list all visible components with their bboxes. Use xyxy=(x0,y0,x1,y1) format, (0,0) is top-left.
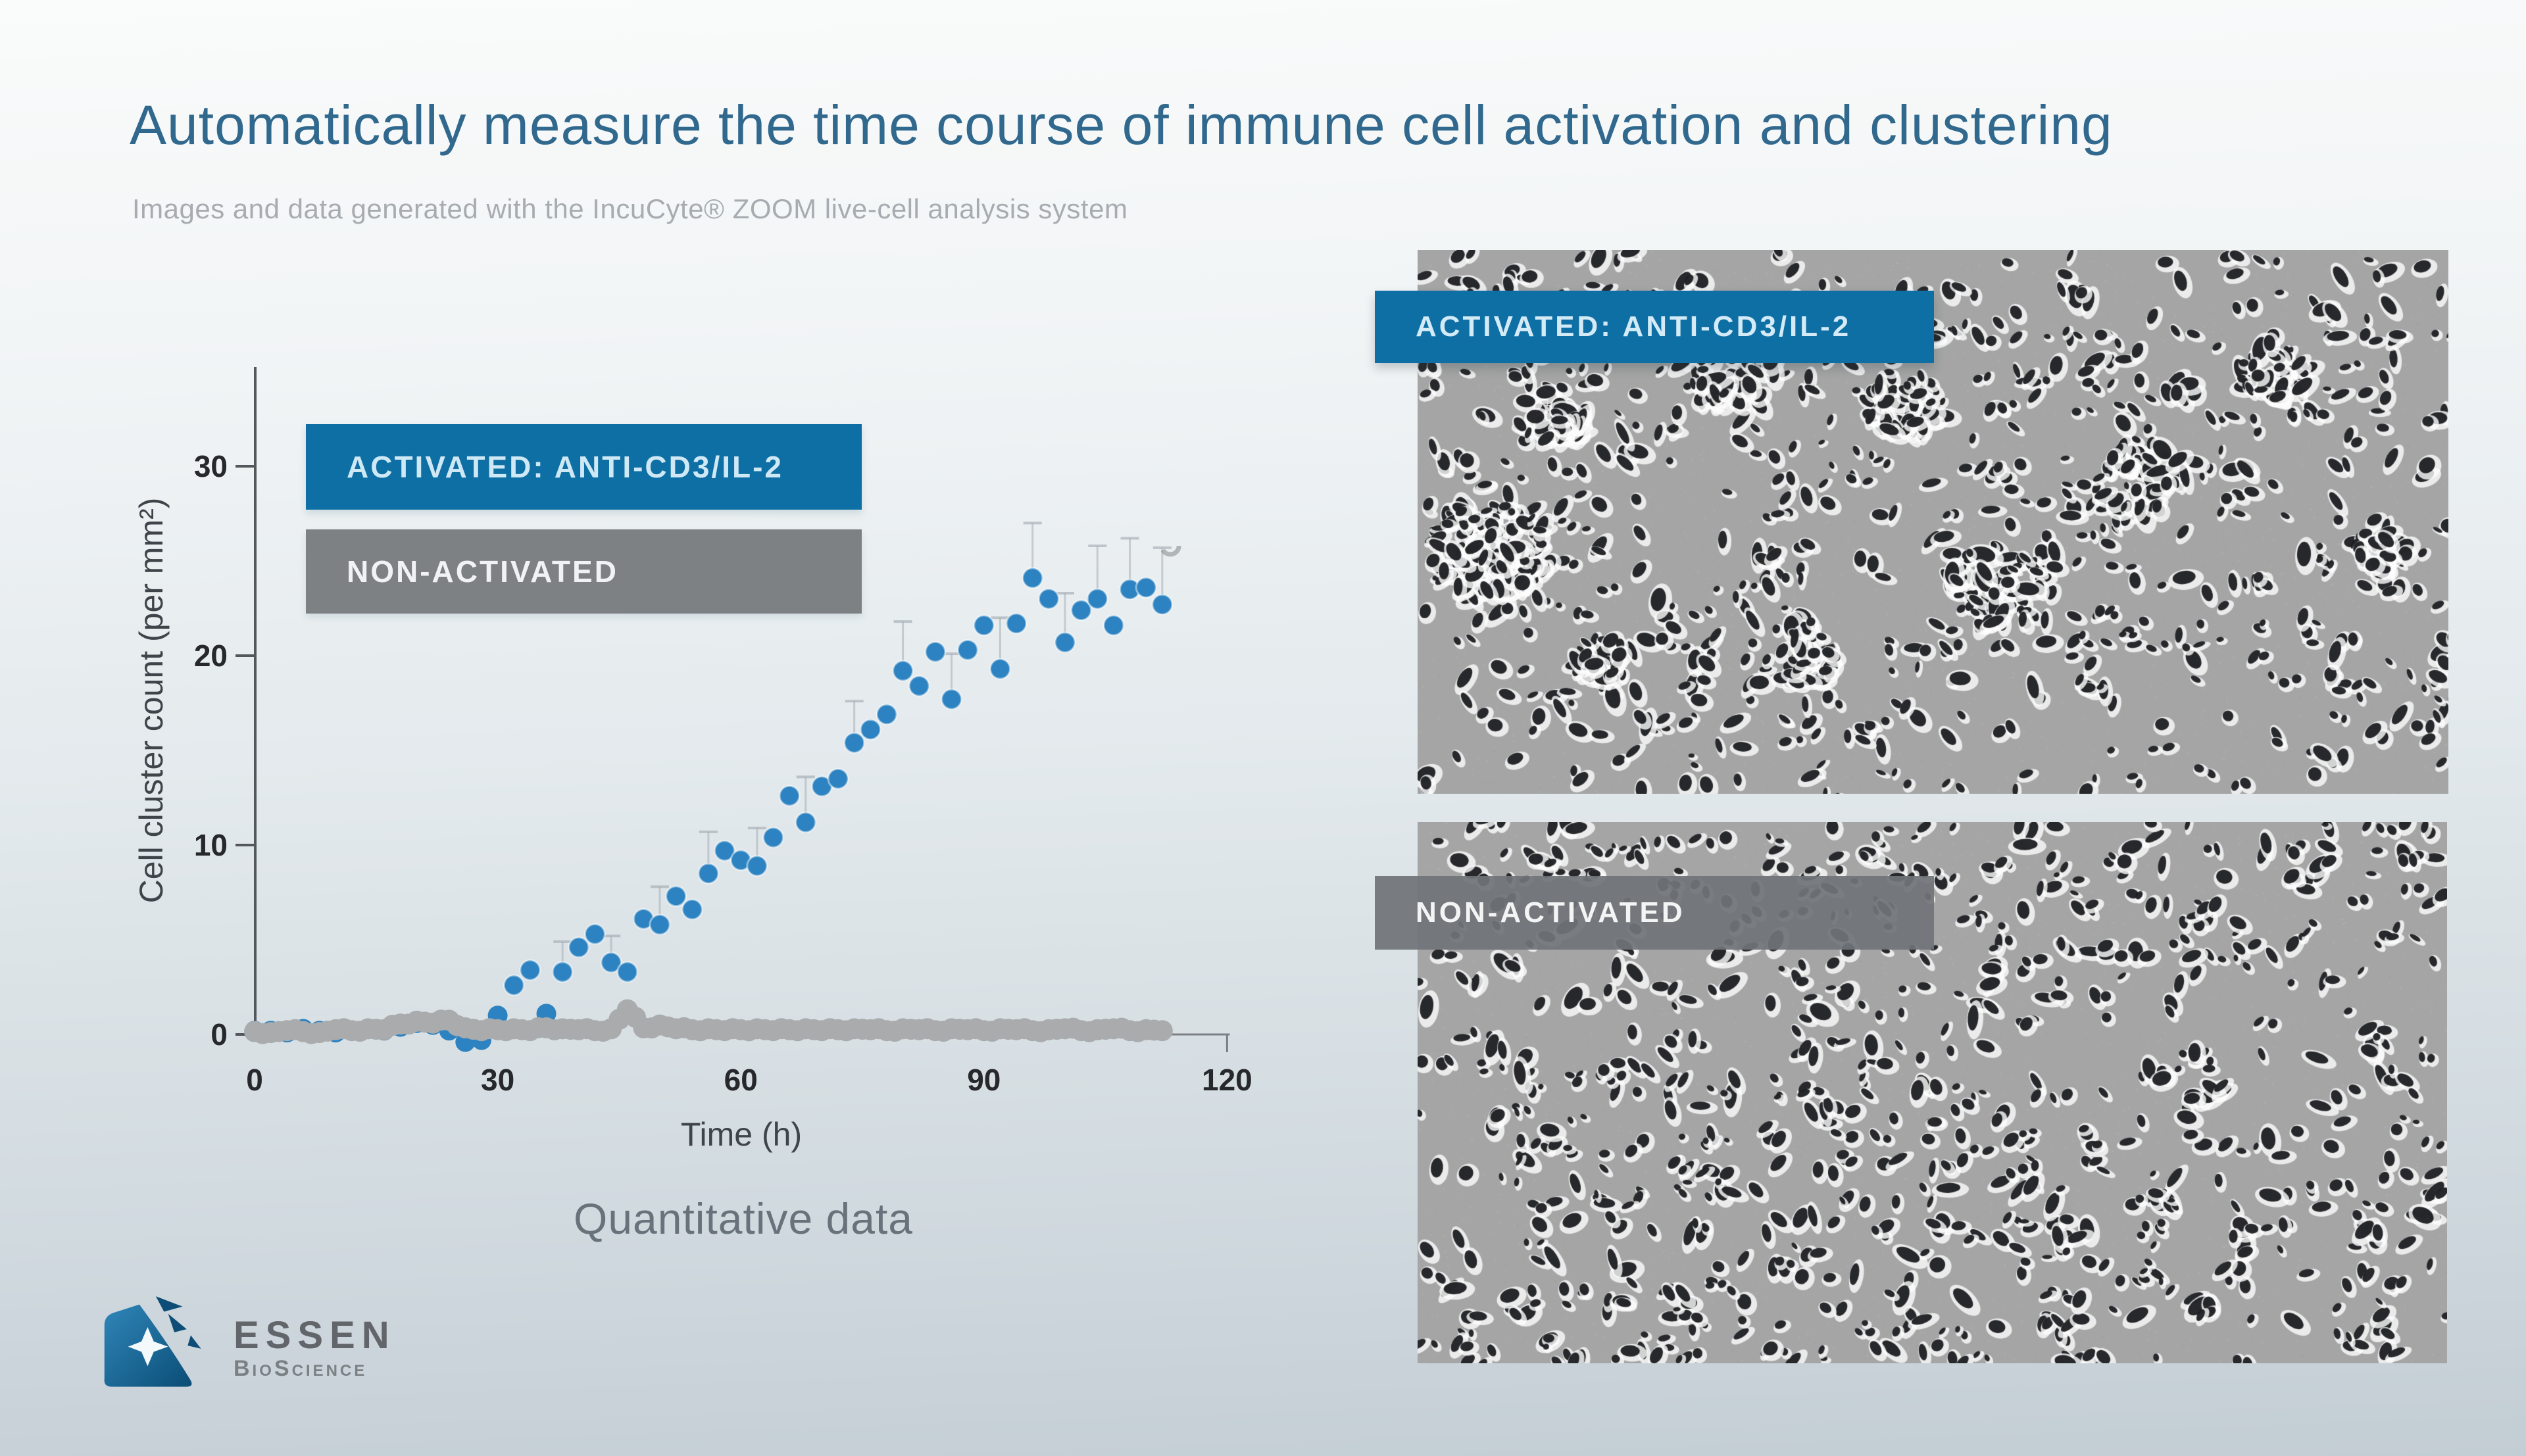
micrograph-label-nonactivated: NON-ACTIVATED xyxy=(1375,876,1934,950)
chart-caption: Quantitative data xyxy=(574,1194,913,1243)
data-point-activated xyxy=(973,614,995,637)
micrograph-label-activated-text: ACTIVATED: ANTI-CD3/IL-2 xyxy=(1416,310,1852,343)
data-point-activated xyxy=(583,923,606,945)
data-point-activated xyxy=(746,855,768,877)
data-point-activated xyxy=(503,974,525,996)
data-point-activated xyxy=(827,767,849,790)
x-tick-label: 0 xyxy=(246,1063,263,1097)
logo-name: ESSEN xyxy=(234,1314,396,1357)
data-point-activated xyxy=(616,961,639,983)
data-point-activated xyxy=(1054,631,1076,654)
data-point-activated xyxy=(843,731,866,754)
legend-item-nonactivated: NON-ACTIVATED xyxy=(306,529,862,614)
data-point-nonactivated xyxy=(1151,1020,1173,1042)
data-point-activated xyxy=(649,913,671,936)
data-point-activated xyxy=(1022,567,1044,589)
data-point-activated xyxy=(551,961,574,983)
data-point-activated xyxy=(1037,588,1060,610)
x-tick-label: 30 xyxy=(481,1063,514,1097)
data-point-activated xyxy=(519,959,541,981)
data-point-activated xyxy=(795,811,817,833)
data-point-activated xyxy=(892,660,914,682)
logo-subname: BioScience xyxy=(234,1356,368,1381)
page-title: Automatically measure the time course of… xyxy=(130,94,2113,156)
legend-item-activated: ACTIVATED: ANTI-CD3/IL-2 xyxy=(306,424,862,510)
data-point-activated xyxy=(1070,599,1093,621)
data-point-activated xyxy=(1102,614,1125,637)
data-point-activated xyxy=(1135,576,1157,598)
ghost-point xyxy=(1159,535,1181,557)
x-axis-title: Time (h) xyxy=(681,1116,802,1153)
data-point-activated xyxy=(681,898,703,921)
logo-wing-top-icon xyxy=(155,1296,183,1312)
x-tick-label: 60 xyxy=(724,1063,758,1097)
page-subtitle: Images and data generated with the IncuC… xyxy=(132,193,1128,224)
data-point-activated xyxy=(859,718,881,740)
y-tick-label: 30 xyxy=(194,449,228,483)
data-point-activated xyxy=(778,785,801,807)
essen-bioscience-logo: ESSEN BioScience xyxy=(95,1294,396,1393)
data-point-activated xyxy=(1151,593,1174,616)
data-point-activated xyxy=(876,703,898,725)
logo-wing-low-icon xyxy=(187,1335,201,1349)
logo-star-icon xyxy=(128,1327,168,1367)
data-point-activated xyxy=(697,862,720,885)
data-point-activated xyxy=(600,952,622,974)
logo-text: ESSEN BioScience xyxy=(234,1317,396,1380)
data-point-activated xyxy=(941,688,963,710)
micrograph-label-activated: ACTIVATED: ANTI-CD3/IL-2 xyxy=(1375,291,1934,363)
y-tick-label: 10 xyxy=(194,828,228,862)
essen-logo-mark xyxy=(104,1296,201,1387)
y-tick-label: 20 xyxy=(194,639,228,673)
micrograph-label-nonactivated-text: NON-ACTIVATED xyxy=(1416,896,1685,929)
y-axis-title: Cell cluster count (per mm²) xyxy=(133,498,170,904)
data-point-activated xyxy=(956,639,979,661)
data-point-activated xyxy=(908,675,930,697)
data-point-activated xyxy=(924,641,947,663)
scatter-chart: 0 10 20 30 Cell cluster count (per mm²) 0 30 60… xyxy=(133,367,1252,1153)
data-point-activated xyxy=(665,885,687,908)
y-tick-label: 0 xyxy=(210,1017,228,1052)
data-point-activated xyxy=(1005,612,1028,635)
legend-label-nonactivated: NON-ACTIVATED xyxy=(347,554,618,589)
data-point-activated xyxy=(1086,588,1108,610)
data-point-activated xyxy=(810,775,833,798)
legend-label-activated: ACTIVATED: ANTI-CD3/IL-2 xyxy=(347,450,784,484)
data-point-activated xyxy=(762,826,784,848)
data-point-activated xyxy=(714,840,736,862)
x-tick-label: 90 xyxy=(967,1063,1001,1097)
x-tick-label: 120 xyxy=(1202,1063,1252,1097)
data-point-activated xyxy=(568,936,590,959)
data-point-activated xyxy=(989,658,1011,680)
logo-wing-mid-icon xyxy=(168,1313,187,1332)
